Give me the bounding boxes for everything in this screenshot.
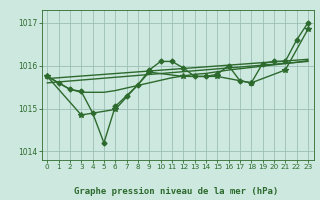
Text: Graphe pression niveau de la mer (hPa): Graphe pression niveau de la mer (hPa) bbox=[74, 187, 278, 196]
